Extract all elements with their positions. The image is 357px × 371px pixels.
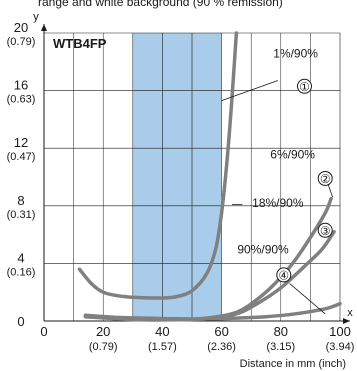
x-tick-sublabel: (0.79) xyxy=(89,341,118,353)
series-marker: ④ xyxy=(278,268,289,282)
x-axis-arrow xyxy=(343,318,350,324)
series-layer xyxy=(77,31,342,322)
x-tick-sublabel: (1.57) xyxy=(148,341,177,353)
label-layer: WTB4FP Distance in mm (inch) x y xyxy=(33,11,353,370)
y-tick-label: 4 xyxy=(17,250,24,265)
chart-title: WTB4FP xyxy=(53,36,107,51)
series-marker-circle xyxy=(276,267,292,283)
series-marker: ③ xyxy=(320,224,331,238)
series-marker-circle xyxy=(296,78,312,94)
leader-line xyxy=(221,80,278,102)
x-tick-label: 0 xyxy=(40,324,47,339)
series-line-1 xyxy=(77,31,239,300)
series-label: 1%/90% xyxy=(273,46,318,60)
annotation-layer: 1%/90% ① 6%/90% ② 18%/90% ③ 90%/90% ④ xyxy=(221,46,333,315)
x-tick-label: 40 xyxy=(155,324,169,339)
y-tick-sublabel: (0.47) xyxy=(7,151,36,163)
x-tick-sublabel: (3.15) xyxy=(266,341,295,353)
leader-line xyxy=(289,283,326,315)
y-tick-label: 20 xyxy=(14,20,28,35)
y-tick-sublabel: (0.79) xyxy=(7,36,36,48)
y-axis-arrow xyxy=(41,24,47,31)
x-tick-label: 60 xyxy=(214,324,228,339)
x-tick-label: 20 xyxy=(96,324,110,339)
highlight-band-layer xyxy=(132,33,222,321)
grid-layer xyxy=(44,32,341,321)
y-tick-sublabel: (0.31) xyxy=(7,209,36,221)
caption-fragment: range and white background (90 % remissi… xyxy=(38,0,283,9)
leader-line xyxy=(327,184,333,198)
series-marker-circle xyxy=(317,170,333,186)
highlight-band xyxy=(132,33,222,321)
x-axis-title: Distance in mm (inch) xyxy=(240,358,346,370)
x-tick-label: 80 xyxy=(274,324,288,339)
y-axis-letter: y xyxy=(33,11,39,23)
series-line-4 xyxy=(83,301,342,321)
x-tick-sublabel: (3.94) xyxy=(326,341,355,353)
y-tick-label: 12 xyxy=(14,135,28,150)
x-tick-label: 100 xyxy=(329,324,351,339)
y-tick-sublabel: (0.16) xyxy=(7,266,36,278)
series-marker: ② xyxy=(320,172,331,186)
y-tick-sublabel: (0.63) xyxy=(7,94,36,106)
x-axis-letter: x xyxy=(347,307,353,319)
x-tick-sublabel: (2.36) xyxy=(207,341,236,353)
y-tick-label: 16 xyxy=(14,78,28,93)
series-marker: ① xyxy=(299,80,310,94)
series-label: 18%/90% xyxy=(252,196,304,210)
y-tick-label: 8 xyxy=(17,193,24,208)
series-marker-circle xyxy=(317,222,333,238)
y-tick-label: 0 xyxy=(17,314,24,329)
series-label: 6%/90% xyxy=(270,147,315,161)
series-label: 90%/90% xyxy=(237,242,289,256)
